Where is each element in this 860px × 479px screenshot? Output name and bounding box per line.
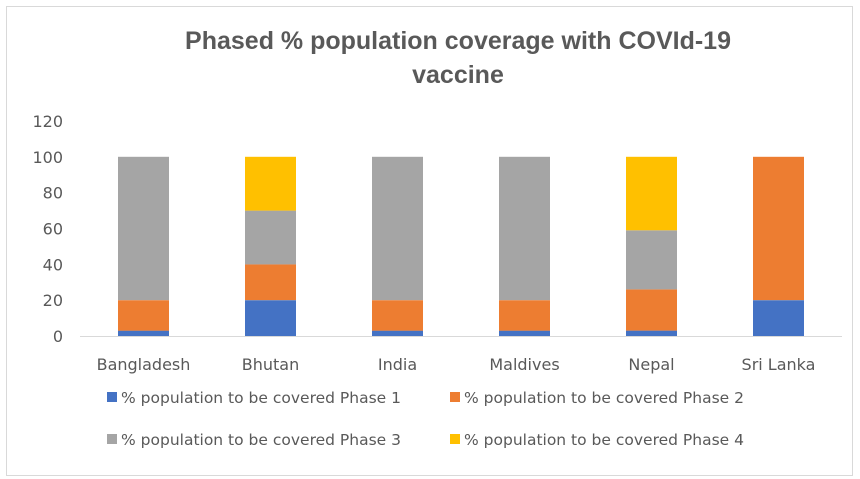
bar-segment-phase-2 xyxy=(245,264,296,301)
bar-segment-phase-2 xyxy=(372,300,423,331)
y-tick-label: 120 xyxy=(32,112,63,131)
bar-segment-phase-1 xyxy=(499,330,550,336)
legend-swatch-phase-3 xyxy=(107,434,117,444)
bar-segment-phase-1 xyxy=(118,330,169,336)
bar-segment-phase-4 xyxy=(626,156,677,231)
legend-swatch-phase-2 xyxy=(450,392,460,402)
legend-label-phase-1: % population to be covered Phase 1 xyxy=(121,389,401,407)
legend-label-phase-4: % population to be covered Phase 4 xyxy=(464,431,744,449)
bar-segment-phase-3 xyxy=(245,210,296,265)
x-tick-label: Bangladesh xyxy=(97,355,191,374)
bar-segment-phase-2 xyxy=(753,156,804,301)
y-tick-label: 80 xyxy=(43,184,63,203)
bar-segment-phase-1 xyxy=(753,300,804,336)
y-tick-label: 60 xyxy=(43,220,63,239)
y-tick-label: 20 xyxy=(43,291,63,310)
x-tick-label: Nepal xyxy=(628,355,674,374)
bar-segment-phase-3 xyxy=(118,156,169,301)
bar-segment-phase-2 xyxy=(626,289,677,331)
bar-segment-phase-1 xyxy=(245,300,296,336)
legend-label-phase-3: % population to be covered Phase 3 xyxy=(121,431,401,449)
bar-segment-phase-2 xyxy=(118,300,169,331)
bar-segment-phase-4 xyxy=(245,156,296,211)
bar-segment-phase-2 xyxy=(499,300,550,331)
bar-segment-phase-3 xyxy=(372,156,423,301)
x-tick-label: Maldives xyxy=(489,355,559,374)
bar-segment-phase-3 xyxy=(499,156,550,301)
y-tick-label: 40 xyxy=(43,255,63,274)
legend-swatch-phase-1 xyxy=(107,392,117,402)
x-tick-label: India xyxy=(378,355,417,374)
y-tick-label: 0 xyxy=(53,327,63,346)
bar-segment-phase-3 xyxy=(626,230,677,290)
legend-label-phase-2: % population to be covered Phase 2 xyxy=(464,389,744,407)
y-tick-label: 100 xyxy=(32,148,63,167)
bar-segment-phase-1 xyxy=(372,330,423,336)
x-tick-label: Sri Lanka xyxy=(742,355,816,374)
chart-title-line-1: Phased % population coverage with COVId-… xyxy=(185,27,731,55)
bar-segment-phase-1 xyxy=(626,330,677,336)
chart-title-line-2: vaccine xyxy=(412,61,504,89)
legend-swatch-phase-4 xyxy=(450,434,460,444)
x-tick-label: Bhutan xyxy=(242,355,299,374)
